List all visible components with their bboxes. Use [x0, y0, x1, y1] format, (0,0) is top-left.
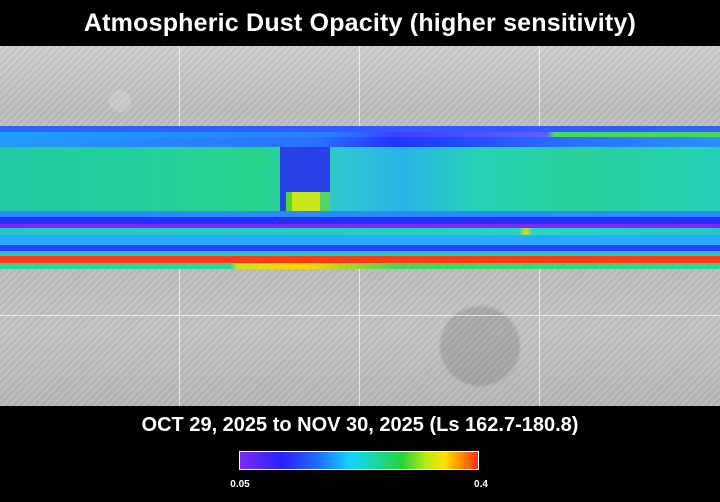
- colorbar-min-label: 0.05: [230, 479, 250, 490]
- opacity-band: [0, 224, 720, 228]
- opacity-band: [0, 211, 720, 217]
- opacity-band: [0, 263, 720, 269]
- dust-hotspot: [0, 192, 720, 212]
- opacity-band: [0, 251, 720, 256]
- map-title: Atmospheric Dust Opacity (higher sensiti…: [83, 8, 637, 37]
- latitude-gridline: [0, 315, 720, 316]
- opacity-band: [0, 132, 720, 137]
- opacity-band: [0, 235, 720, 245]
- opacity-colorbar: [239, 451, 479, 470]
- opacity-band: [0, 245, 720, 251]
- opacity-band: [0, 256, 720, 263]
- opacity-band: [0, 137, 720, 147]
- opacity-band: [0, 126, 720, 132]
- opacity-band: [0, 228, 720, 235]
- date-range-label: OCT 29, 2025 to NOV 30, 2025 (Ls 162.7-1…: [141, 413, 579, 436]
- opacity-band: [0, 217, 720, 224]
- mars-dust-opacity-map: [0, 46, 720, 406]
- colorbar-max-label: 0.4: [474, 479, 488, 490]
